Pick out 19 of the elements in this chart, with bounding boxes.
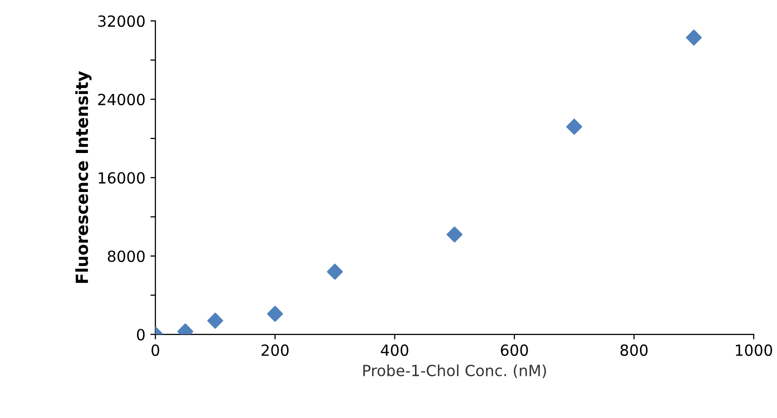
y-axis-title: Fluorescence Intensity <box>75 71 92 283</box>
y-tick-label: 0 <box>136 328 145 340</box>
x-tick-label: 400 <box>380 344 408 356</box>
y-tick-label: 8000 <box>108 250 145 262</box>
x-tick-label: 600 <box>500 344 528 356</box>
point <box>207 312 224 329</box>
y-tick-label: 32000 <box>98 15 145 27</box>
x-tick-label: 800 <box>620 344 648 356</box>
point <box>446 226 463 242</box>
x-tick-label: 0 <box>152 344 160 356</box>
y-tick-label: 16000 <box>98 172 145 184</box>
point <box>686 30 702 46</box>
x-tick-label: 200 <box>262 344 289 356</box>
point <box>326 264 343 280</box>
y-tick-label: 24000 <box>98 94 145 106</box>
x-axis-title: Probe-1-Chol Conc. (nM) <box>363 364 546 378</box>
x-tick-label: 1000 <box>736 344 772 356</box>
point <box>566 118 582 135</box>
point <box>267 306 284 322</box>
